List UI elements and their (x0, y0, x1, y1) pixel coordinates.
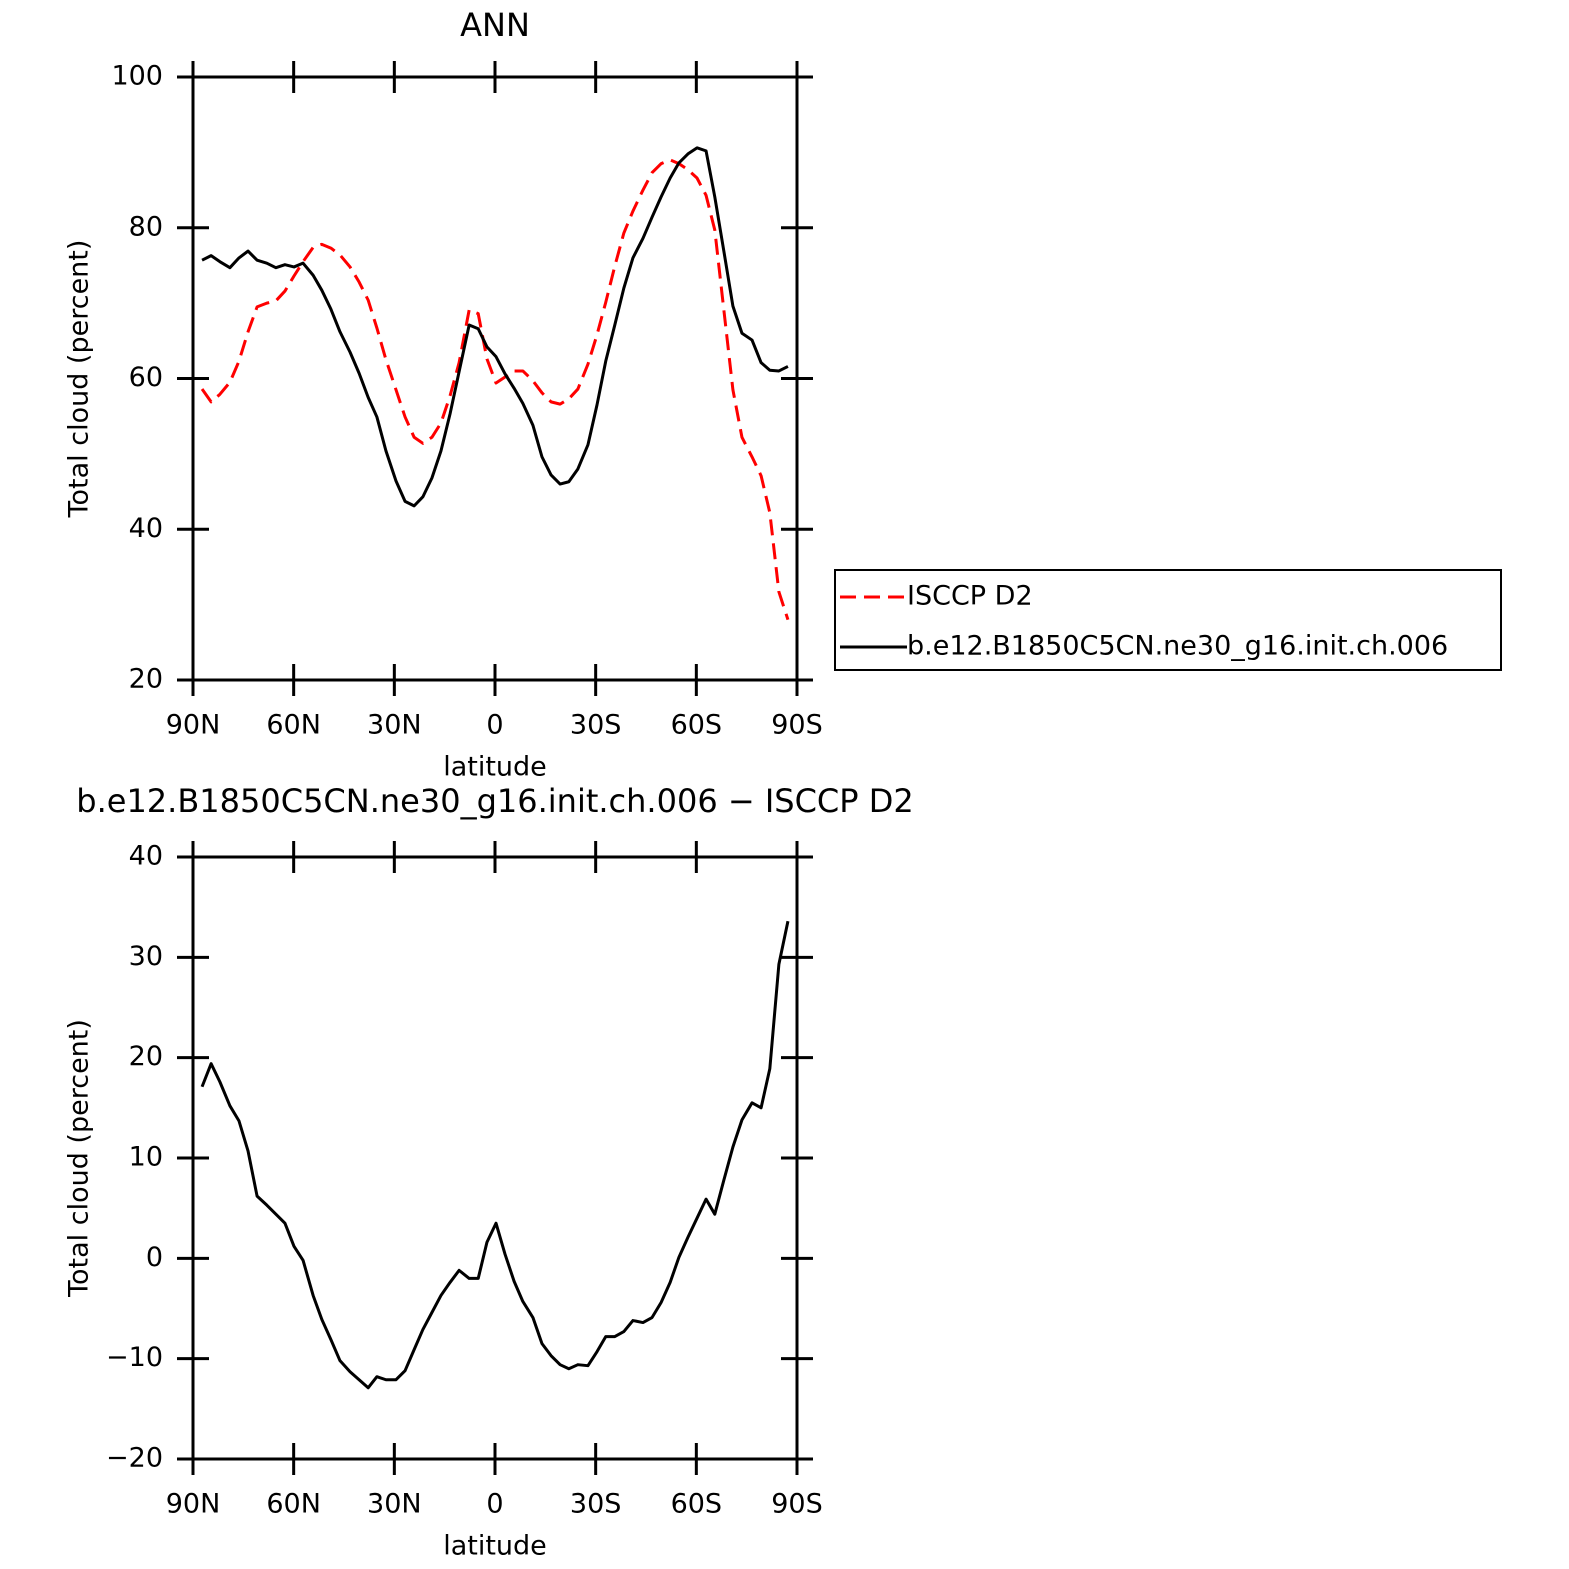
y-axis-label: Total cloud (percent) (64, 1019, 95, 1298)
y-tick-label: 40 (129, 841, 163, 872)
plot-frame (191, 855, 799, 1461)
y-tick-label: 0 (146, 1242, 163, 1273)
plot-frame (191, 75, 799, 682)
legend-box (834, 569, 1502, 671)
x-tick-label: 30N (367, 710, 422, 741)
x-tick-label: 90N (166, 710, 221, 741)
x-tick-label: 30N (367, 1489, 422, 1520)
y-tick-label: −10 (106, 1342, 163, 1373)
y-tick-label: 20 (129, 1041, 163, 1072)
x-tick-label: 0 (486, 1489, 503, 1520)
x-tick-label: 90N (166, 1489, 221, 1520)
data-line (201, 146, 789, 508)
y-tick-label: 30 (129, 941, 163, 972)
legend-label: b.e12.B1850C5CN.ne30_g16.init.ch.006 (907, 631, 1448, 662)
y-tick-label: 10 (129, 1142, 163, 1173)
x-tick-label: 30S (570, 710, 622, 741)
legend-label: ISCCP D2 (907, 581, 1033, 612)
x-axis-label: latitude (443, 1531, 547, 1562)
x-tick-label: 60S (671, 1489, 723, 1520)
y-tick-label: 40 (129, 513, 163, 544)
y-tick-label: 60 (129, 362, 163, 393)
chart-title: ANN (460, 6, 530, 44)
x-tick-label: 0 (486, 710, 503, 741)
x-tick-label: 60S (671, 710, 723, 741)
x-tick-label: 60N (266, 710, 321, 741)
y-tick-label: 100 (111, 61, 163, 92)
x-axis-label: latitude (443, 752, 547, 783)
x-tick-label: 30S (570, 1489, 622, 1520)
y-tick-label: 80 (129, 211, 163, 242)
y-tick-label: 20 (129, 664, 163, 695)
data-line (200, 920, 790, 1390)
x-tick-label: 60N (266, 1489, 321, 1520)
x-tick-label: 90S (771, 710, 823, 741)
y-axis-label: Total cloud (percent) (64, 240, 95, 519)
x-tick-label: 90S (771, 1489, 823, 1520)
data-line (200, 158, 790, 621)
y-tick-label: −20 (106, 1443, 163, 1474)
chart-title: b.e12.B1850C5CN.ne30_g16.init.ch.006 − I… (76, 782, 913, 820)
